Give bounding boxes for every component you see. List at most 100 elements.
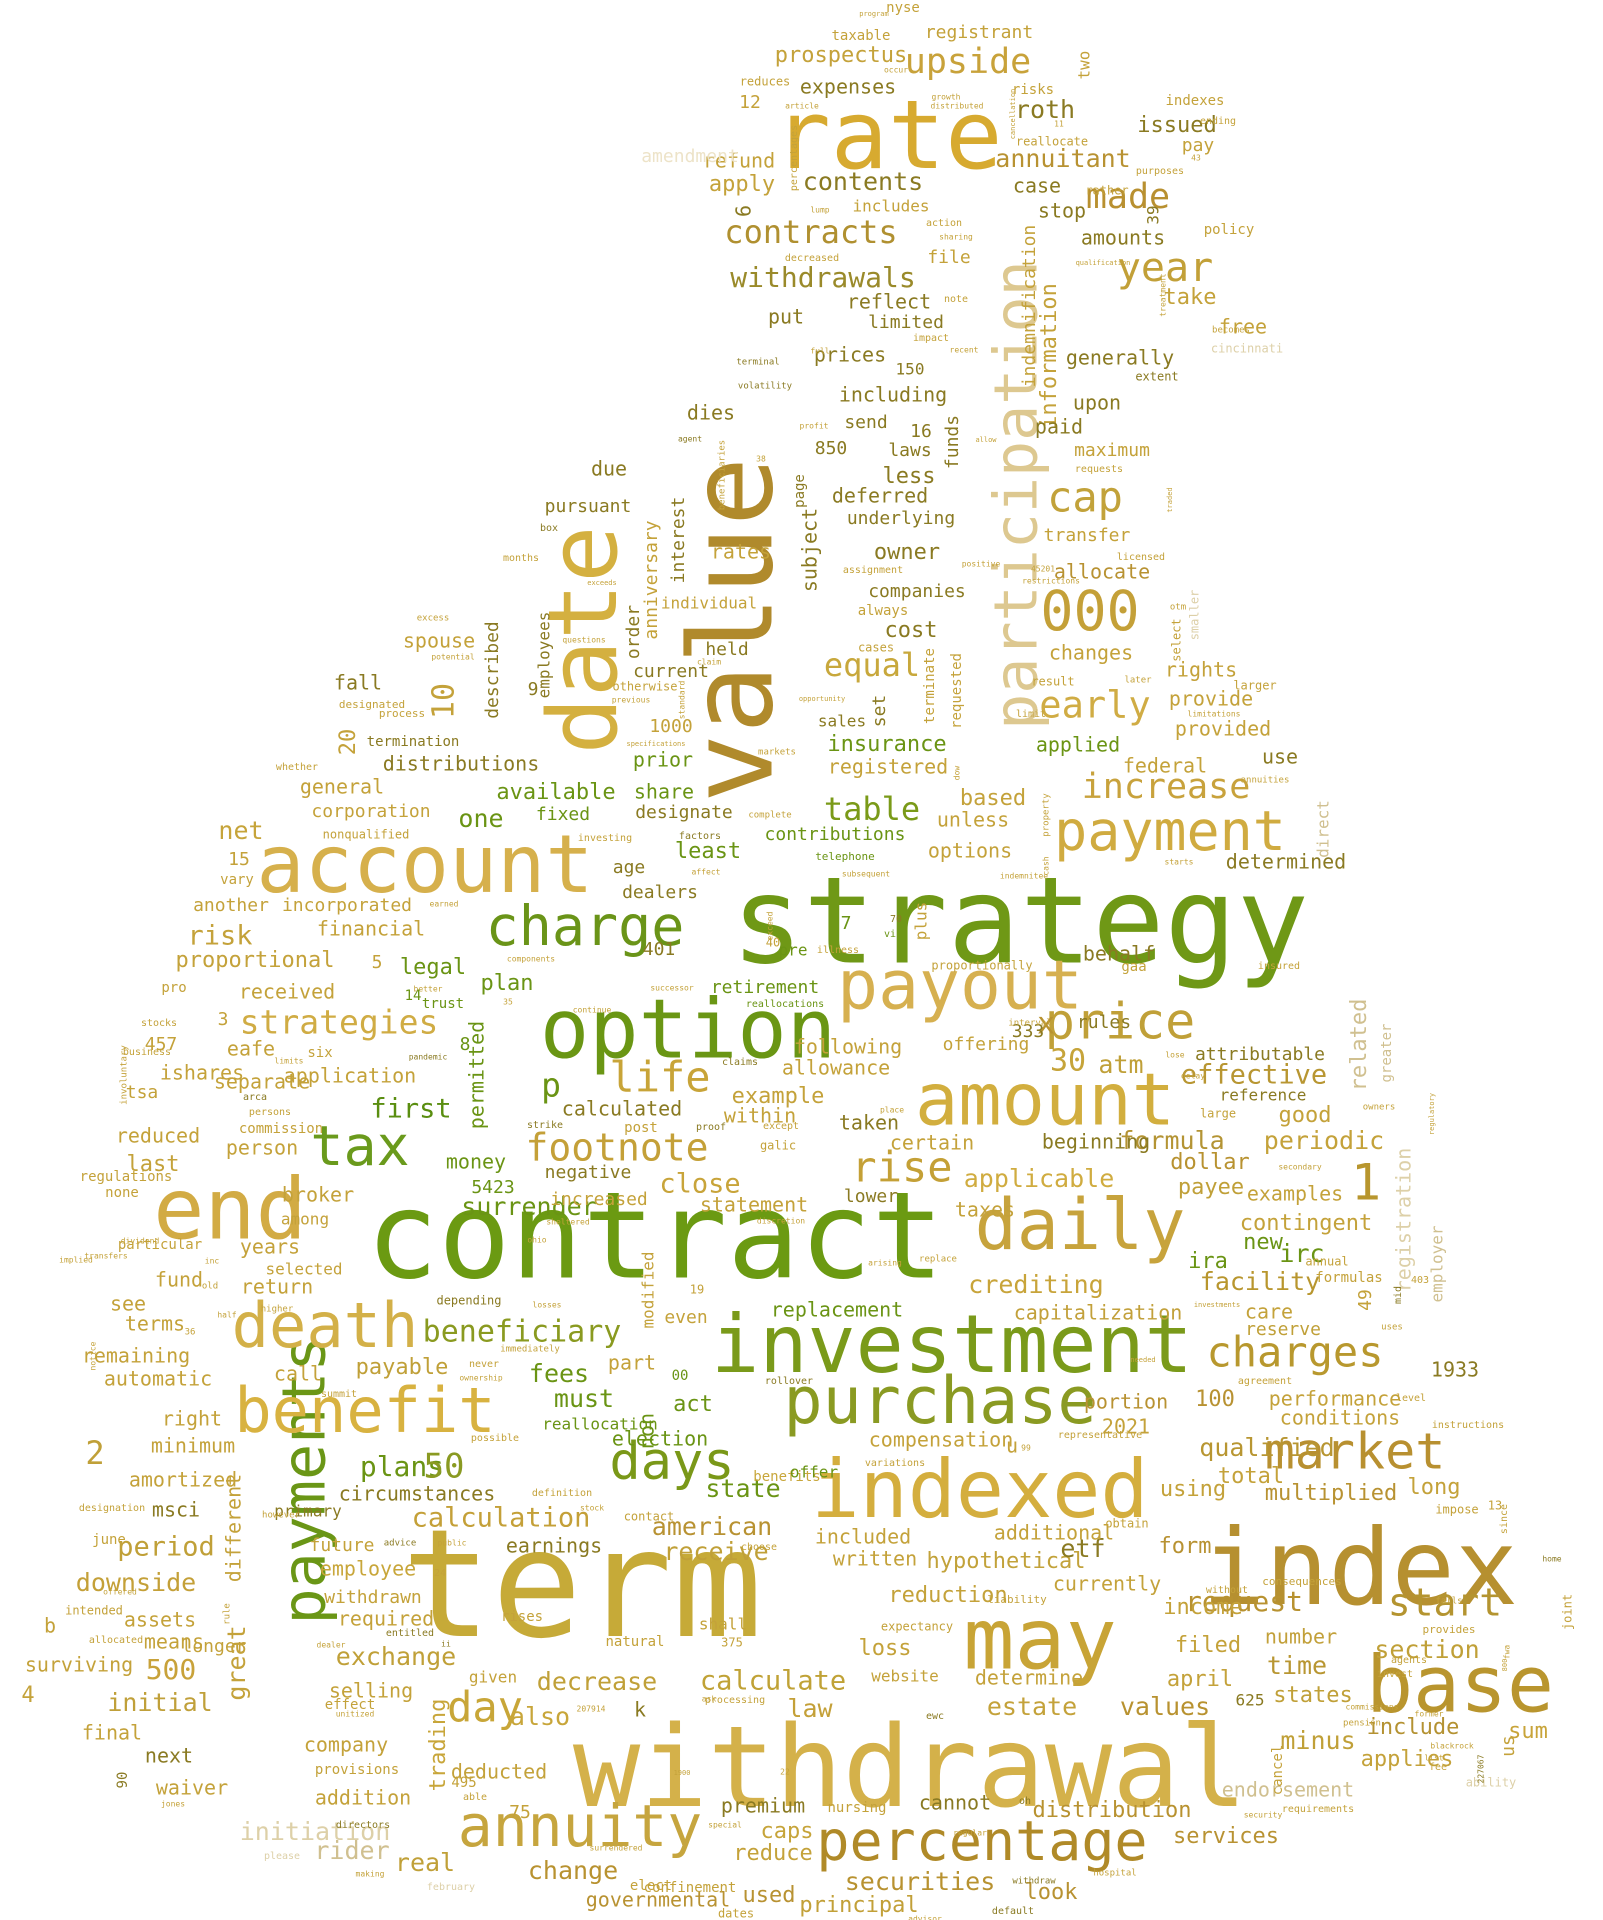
word-withdrawal: withdrawal <box>573 1703 1247 1833</box>
word-proportional: proportional <box>176 948 335 973</box>
word-increased: increased <box>550 1189 648 1210</box>
word-trading: trading <box>426 1699 451 1792</box>
word-whether: whether <box>276 762 318 773</box>
word-9: 9 <box>528 679 539 700</box>
word-regulations: regulations <box>80 1169 173 1185</box>
word-dividend: dividend <box>121 1237 160 1246</box>
word-account: account <box>256 818 593 911</box>
word-state: state <box>705 1474 780 1503</box>
word-stock: stock <box>580 1504 604 1513</box>
word-indemnification: indemnification <box>1019 225 1040 388</box>
word-trust: trust <box>422 996 464 1012</box>
word-eafe: eafe <box>227 1037 275 1061</box>
word-ewc: ewc <box>926 1711 944 1722</box>
word-footnote: footnote <box>525 1126 708 1170</box>
word-summit: summit <box>321 1389 357 1400</box>
word-given: given <box>469 1668 517 1687</box>
word-benefit: benefit <box>234 1374 495 1447</box>
word-states: states <box>1273 1683 1352 1708</box>
word-included: included <box>815 1525 911 1549</box>
word-broker: broker <box>282 1183 354 1207</box>
word-opportunity: opportunity <box>799 695 845 703</box>
word-cases: cases <box>858 641 894 655</box>
word-4: 4 <box>21 1683 34 1708</box>
word-495: 495 <box>451 1775 476 1791</box>
word-calculate: calculate <box>700 1666 846 1697</box>
word-american: american <box>652 1512 772 1541</box>
word-always: always <box>858 603 909 619</box>
word-dates: dates <box>718 1907 754 1920</box>
word-select: select <box>1170 618 1184 661</box>
word-facility: facility <box>1200 1267 1320 1296</box>
word-commissions: commissions <box>1346 1703 1399 1712</box>
word-40: 40 <box>766 936 780 950</box>
word-number: number <box>1265 1625 1337 1649</box>
word-obtain: obtain <box>1105 1517 1148 1531</box>
word-none: none <box>105 1185 139 1201</box>
word-distributed: distributed <box>931 102 984 111</box>
word-longer: longer <box>181 1636 246 1657</box>
word-website: website <box>871 1667 938 1686</box>
word-apply: apply <box>709 172 775 197</box>
word-secondary: secondary <box>1278 1163 1322 1172</box>
word-surrender: surrender <box>461 1192 596 1221</box>
word-care: care <box>1245 1300 1293 1324</box>
word-replace: replace <box>919 1255 957 1265</box>
word-limitations: limitations <box>1188 710 1241 719</box>
word-profit: profit <box>800 422 829 431</box>
word-years: years <box>240 1235 300 1259</box>
word-unless: unless <box>937 808 1009 832</box>
word-among: among <box>281 1210 329 1229</box>
word-strike: strike <box>527 1120 563 1131</box>
word-insured: insured <box>1258 961 1300 972</box>
word-fall: fall <box>334 671 382 695</box>
word-initiation: initiation <box>240 1817 391 1846</box>
word-becomes: becomes <box>1212 326 1250 336</box>
word-components: components <box>507 955 555 964</box>
word-qualification: qualification <box>1076 259 1131 267</box>
word-indexed: indexed <box>811 1443 1148 1536</box>
word-5423: 5423 <box>471 1177 514 1198</box>
word-new: new <box>1243 1230 1283 1255</box>
word-6: 6 <box>732 205 756 217</box>
word-choose: choose <box>741 1542 777 1553</box>
word-provisions: provisions <box>315 1762 399 1778</box>
word-post: post <box>624 1120 658 1136</box>
word-payable: payable <box>356 1355 449 1380</box>
word-generally: generally <box>1066 346 1174 370</box>
word-effective: effective <box>1181 1060 1327 1091</box>
word-payout: payout <box>837 947 1083 1026</box>
word-cash: cash <box>1042 856 1051 875</box>
word-earned: earned <box>430 900 459 909</box>
word-send: send <box>844 412 887 433</box>
word-extent: extent <box>1135 370 1178 384</box>
word-former: former <box>1415 1710 1444 1719</box>
word-certain: certain <box>890 1131 974 1155</box>
word-making: making <box>356 1870 385 1879</box>
word-table: table <box>824 790 920 828</box>
word-5: 5 <box>372 952 383 973</box>
word-nyse: nyse <box>886 0 920 16</box>
word-affect: affect <box>692 868 721 877</box>
word-since: since <box>1499 1504 1510 1534</box>
word-additional: additional <box>994 1521 1114 1545</box>
word-strategy: strategy <box>731 853 1309 992</box>
word-values: values <box>1120 1692 1210 1721</box>
word-ira: ira <box>1188 1249 1228 1274</box>
word-use: use <box>1262 745 1298 769</box>
word-assets: assets <box>124 1608 196 1632</box>
word-determined: determined <box>1226 850 1346 874</box>
word-law: law <box>787 1694 833 1723</box>
word-april: april <box>1167 1667 1233 1692</box>
word-instructions: instructions <box>1432 1420 1504 1431</box>
word-funds: funds <box>942 415 963 469</box>
word-indexes: indexes <box>1165 93 1224 109</box>
word-better: better <box>414 985 443 994</box>
word-dealers: dealers <box>622 882 698 903</box>
word-within: within <box>724 1104 796 1128</box>
word-possible: possible <box>471 1433 519 1444</box>
word-market: market <box>1265 1423 1446 1481</box>
word-larger: larger <box>1233 679 1276 693</box>
word-amortized: amortized <box>129 1468 237 1492</box>
word-strategies: strategies <box>240 1003 439 1042</box>
